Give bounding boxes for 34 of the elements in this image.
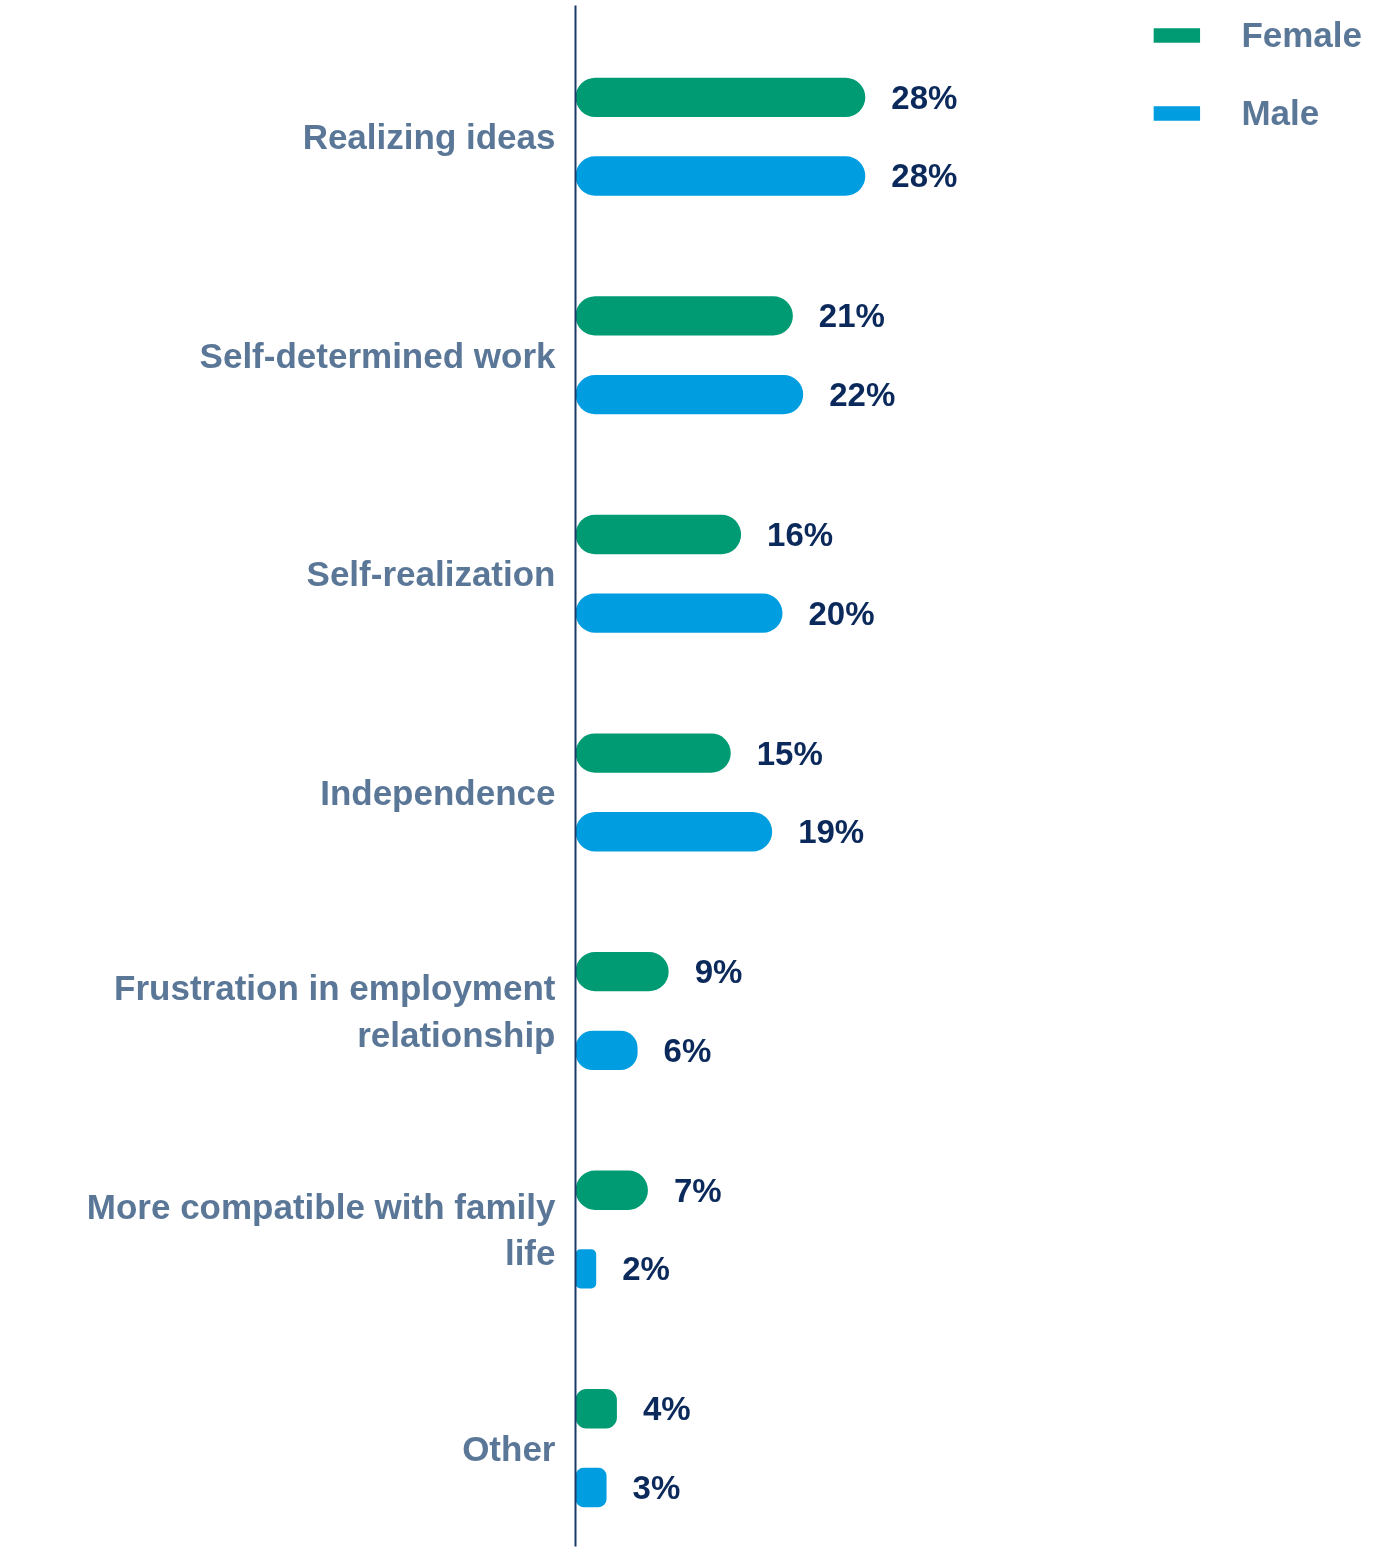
data-label: 4% [642, 1390, 691, 1428]
data-label: 28% [891, 157, 958, 195]
data-label: 15% [756, 734, 823, 772]
bar [575, 1389, 617, 1429]
y-tick-label: Self-realization [306, 554, 556, 594]
y-tick-label: Frustration in employment relationship [114, 968, 556, 1054]
data-label: 19% [798, 813, 865, 851]
y-tick-label: Independence [320, 772, 556, 812]
data-label: 22% [829, 376, 896, 414]
data-label: 20% [808, 594, 875, 632]
bar [575, 1249, 597, 1289]
data-label: 3% [632, 1468, 681, 1506]
data-label: 7% [673, 1171, 722, 1209]
bar [575, 296, 793, 336]
data-label: 9% [694, 953, 743, 991]
data-label: 6% [663, 1031, 712, 1069]
bar [575, 374, 804, 415]
y-tick-label: Other [462, 1428, 556, 1468]
data-label: 21% [818, 297, 885, 335]
legend-label: Female [1241, 15, 1362, 55]
bar [575, 77, 866, 117]
data-label: 16% [767, 515, 834, 553]
bar [575, 733, 731, 773]
legend-label: Male [1241, 93, 1320, 133]
y-tick-label: Self-determined work [199, 335, 557, 375]
data-label: 2% [622, 1250, 670, 1288]
y-tick-label: Realizing ideas [302, 117, 556, 157]
bar [575, 593, 783, 633]
data-label: 28% [891, 78, 958, 116]
bar [575, 1467, 607, 1508]
bar [575, 812, 773, 852]
y-tick-label: More compatible with family life [86, 1186, 557, 1273]
bar [575, 156, 866, 196]
bar [575, 514, 742, 555]
